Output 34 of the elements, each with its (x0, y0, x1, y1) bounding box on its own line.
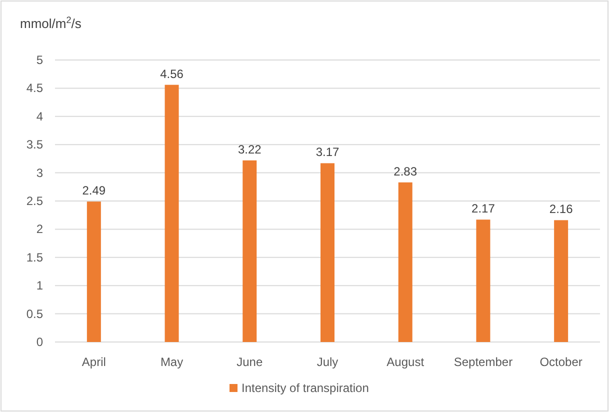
y-tick-label: 5 (36, 53, 44, 67)
data-label: 3.22 (238, 142, 262, 156)
bar (86, 202, 101, 342)
x-tick-label: September (454, 355, 513, 369)
y-tick-label: 2 (36, 222, 44, 236)
y-tick-label: 2.5 (26, 194, 44, 208)
data-label: 2.17 (472, 202, 496, 216)
data-label: 2.49 (82, 184, 106, 198)
bar (554, 220, 568, 342)
x-tick-label: July (316, 355, 338, 369)
bar (242, 160, 257, 342)
bar (476, 220, 490, 342)
y-tick-label: 0 (36, 335, 44, 349)
y-tick-label: 1 (36, 278, 44, 293)
bar (320, 163, 334, 342)
x-tick-label: May (160, 355, 184, 369)
data-label: 2.83 (394, 164, 418, 178)
x-tick-label: June (236, 355, 263, 369)
data-label: 2.16 (549, 202, 574, 216)
x-tick-label: August (386, 355, 425, 369)
data-label: 3.17 (316, 145, 340, 160)
y-tick-label: 4.5 (26, 81, 44, 96)
data-label: 4.56 (160, 66, 184, 81)
bar (398, 182, 412, 342)
legend-label: Intensity of transpiration (242, 381, 369, 395)
y-tick-label: 4 (36, 109, 44, 124)
y-tick-label: 0.5 (26, 306, 44, 321)
y-tick-label: 3 (36, 166, 44, 180)
y-axis-title: mmol/m$^{2}$/s (20, 15, 82, 31)
y-tick-label: 1.5 (26, 250, 44, 264)
bar (164, 84, 179, 342)
x-tick-label: October (540, 355, 582, 369)
y-tick-label: 3.5 (26, 138, 44, 152)
x-tick-label: April (82, 355, 106, 369)
